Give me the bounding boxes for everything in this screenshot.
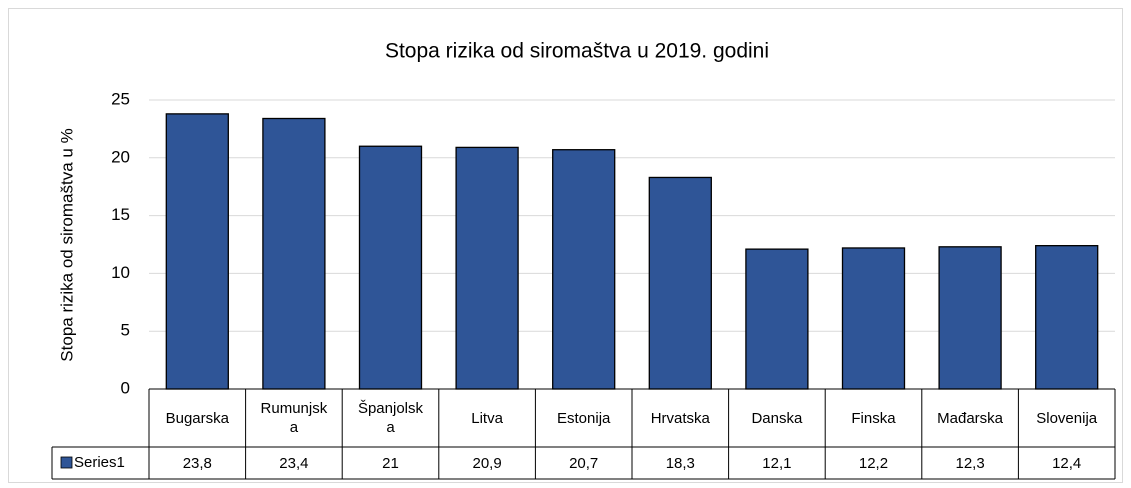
category-cell: Slovenija — [1018, 389, 1115, 447]
category-cell-text: Finska — [851, 409, 896, 427]
value-cell-text: 20,9 — [472, 454, 502, 472]
category-cell: Hrvatska — [632, 389, 729, 447]
category-cell-text: Španjolska — [357, 400, 423, 436]
bar — [552, 149, 616, 390]
bar — [262, 117, 326, 390]
value-cell-text: 12,1 — [762, 454, 792, 472]
y-tick-label: 15 — [111, 205, 130, 224]
category-cell: Litva — [439, 389, 536, 447]
value-cell: 20,9 — [439, 447, 536, 479]
category-cell: Estonija — [535, 389, 632, 447]
y-axis-label: Stopa rizika od siromaštva u % — [57, 128, 76, 361]
value-cell: 12,1 — [729, 447, 826, 479]
value-cell: 23,4 — [246, 447, 343, 479]
category-cell-text: Mađarska — [937, 409, 1004, 427]
bar — [938, 246, 1002, 390]
value-cell: 12,3 — [922, 447, 1019, 479]
category-cell: Danska — [729, 389, 826, 447]
legend-label: Series1 — [74, 454, 125, 471]
y-tick-label: 5 — [121, 321, 130, 340]
category-cell-text: Slovenija — [1036, 409, 1098, 427]
bar — [165, 113, 229, 390]
category-cell-text: Estonija — [557, 409, 611, 427]
value-cell-text: 18,3 — [665, 454, 695, 472]
legend-swatch — [60, 456, 73, 469]
category-cell-text: Rumunjska — [260, 400, 328, 436]
bar — [455, 146, 519, 390]
value-cell: 12,4 — [1018, 447, 1115, 479]
value-cell: 23,8 — [149, 447, 246, 479]
y-tick-label: 10 — [111, 263, 130, 282]
value-cell: 20,7 — [535, 447, 632, 479]
y-tick-label: 20 — [111, 147, 130, 166]
bar — [745, 248, 809, 390]
category-cell: Rumunjska — [246, 389, 343, 447]
chart-title: Stopa rizika od siromaštva u 2019. godin… — [385, 40, 769, 63]
bar — [841, 247, 906, 390]
category-cell: Španjolska — [342, 389, 439, 447]
bar — [648, 176, 712, 390]
bar — [1035, 245, 1099, 390]
value-cell-text: 12,4 — [1052, 454, 1082, 472]
category-cell: Bugarska — [149, 389, 246, 447]
y-tick-label: 25 — [111, 89, 130, 108]
category-cell: Mađarska — [922, 389, 1019, 447]
value-cell: 21 — [342, 447, 439, 479]
category-cell-text: Danska — [751, 409, 803, 427]
category-cell: Finska — [825, 389, 922, 447]
value-cell: 18,3 — [632, 447, 729, 479]
value-cell-text: 20,7 — [569, 454, 599, 472]
category-cell-text: Hrvatska — [650, 409, 710, 427]
category-cell-text: Bugarska — [165, 409, 229, 427]
bar — [358, 145, 423, 390]
category-cell-text: Litva — [471, 409, 503, 427]
value-cell-text: 12,2 — [858, 454, 889, 472]
value-cell-text: 21 — [382, 454, 399, 472]
value-cell-text: 12,3 — [955, 454, 985, 472]
value-cell-text: 23,8 — [182, 454, 212, 472]
value-cell: 12,2 — [825, 447, 922, 479]
value-cell-text: 23,4 — [279, 454, 309, 472]
y-tick-label: 0 — [121, 378, 130, 397]
